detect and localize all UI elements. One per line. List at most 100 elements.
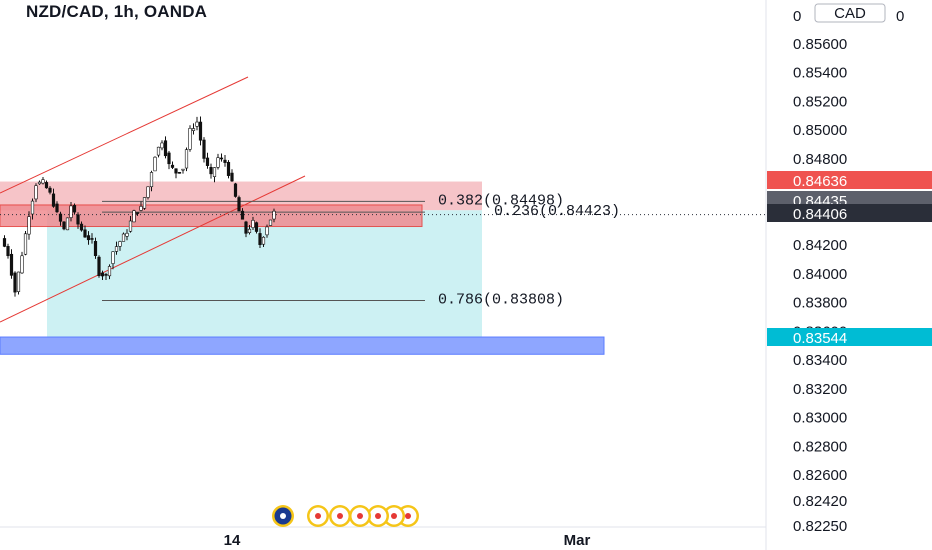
event-icon-mark: [337, 513, 343, 519]
candle-body: [223, 159, 227, 163]
currency-pill-edge-right: 0: [896, 8, 904, 25]
candle-body: [86, 235, 91, 241]
candle-body: [128, 220, 133, 232]
candle-body: [244, 221, 248, 234]
candle-body: [153, 156, 157, 172]
price-axis[interactable]: 0.85600 0.85400 0.85200 0.85000 0.84800 0.842…: [765, 0, 932, 550]
price-tick-label: 0.83800: [793, 295, 847, 312]
candle-body: [212, 167, 217, 177]
fib-label: 0.786(0.83808): [438, 292, 564, 309]
price-tick-label: 0.82420: [793, 493, 847, 510]
canada-flag-icon[interactable]: [349, 505, 371, 527]
candle-body: [251, 219, 255, 228]
currency-selector[interactable]: 0 0 CAD: [790, 3, 908, 25]
candle-body: [142, 197, 147, 209]
fib-label: 0.382(0.84498): [438, 192, 564, 209]
candle-body: [265, 226, 269, 236]
chart-title: NZD/CAD, 1h, OANDA: [26, 2, 208, 21]
candle-body: [107, 266, 112, 277]
entry-band: [0, 204, 423, 228]
event-icon-mark: [375, 513, 381, 519]
event-icon-mark: [315, 513, 321, 519]
candle-body: [55, 203, 59, 213]
candle-body: [254, 222, 259, 232]
price-badge-label: 0.83544: [793, 330, 847, 347]
candle-body: [2, 238, 7, 247]
candle-body: [16, 271, 21, 292]
candle-body: [230, 172, 234, 182]
candle-body: [195, 121, 199, 127]
candle-body: [48, 187, 52, 193]
candle-body: [198, 121, 203, 141]
zones-layer: [0, 181, 605, 355]
price-tick-label: 0.85600: [793, 36, 847, 53]
candle-body: [167, 152, 171, 165]
candle-body: [149, 172, 154, 188]
candle-body: [62, 221, 66, 230]
event-icons[interactable]: [272, 505, 419, 527]
candle-body: [202, 139, 206, 159]
price-tick-label: 0.83000: [793, 410, 847, 427]
price-tick-label: 0.84200: [793, 237, 847, 254]
price-tick-label: 0.85000: [793, 122, 847, 139]
candle-body: [27, 216, 31, 235]
fib-label: 0.236(0.84423): [494, 203, 620, 220]
candle-body: [132, 210, 136, 223]
candle-body: [69, 205, 73, 218]
price-axis-bg[interactable]: [766, 0, 932, 550]
candle-body: [177, 172, 182, 174]
candle-body: [114, 246, 119, 252]
candle-body: [272, 210, 276, 220]
candle-body: [30, 200, 35, 215]
candle-body: [181, 168, 185, 171]
nz-flag-icon[interactable]: [272, 505, 294, 527]
candle-body: [268, 219, 273, 226]
time-tick-label: Mar: [564, 532, 591, 549]
candle-body: [83, 229, 87, 238]
time-axis[interactable]: 14 Mar: [0, 526, 766, 549]
candle-body: [72, 205, 77, 213]
price-tick-label: 0.82600: [793, 467, 847, 484]
candle-body: [219, 157, 224, 160]
candle-body: [23, 233, 28, 255]
currency-pill[interactable]: [814, 3, 886, 23]
price-tick-label: 0.85200: [793, 93, 847, 110]
candle-body: [93, 241, 98, 257]
price-badge: 0.84406: [767, 204, 932, 223]
candle-body: [41, 179, 45, 184]
candle-body: [111, 251, 115, 264]
candle-body: [9, 253, 14, 276]
fib-layer: 0.382(0.84498)0.236(0.84423) 0.786(0.8380…: [102, 192, 620, 309]
candle-body: [65, 217, 70, 231]
canada-flag-icon[interactable]: [307, 505, 329, 527]
candle-body: [118, 241, 122, 247]
candle-body: [191, 128, 196, 131]
canada-flag-icon[interactable]: [383, 505, 405, 527]
target-zone: [47, 210, 482, 339]
currency-label: CAD: [834, 5, 866, 22]
price-badge-label: 0.84406: [793, 206, 847, 223]
candle-body: [13, 272, 17, 293]
price-tick-label: 0.84800: [793, 151, 847, 168]
time-tick-label: 14: [224, 532, 241, 549]
currency-pill-edge-left: 0: [793, 8, 801, 25]
canada-flag-icon[interactable]: [329, 505, 351, 527]
price-badge-label: 0.84636: [793, 173, 847, 190]
candle-body: [125, 232, 129, 237]
candle-body: [34, 185, 38, 200]
candle-body: [188, 128, 192, 150]
candle-body: [58, 213, 63, 222]
upper-channel-line: [0, 76, 249, 194]
price-badge-bg: [767, 328, 932, 346]
candle-body: [174, 168, 178, 174]
channel-lines-layer: [0, 76, 766, 323]
price-tick-label: 0.83200: [793, 381, 847, 398]
candle-body: [44, 182, 49, 189]
canada-flag-icon[interactable]: [367, 505, 389, 527]
price-tick-label: 0.83400: [793, 352, 847, 369]
event-icon-mark: [405, 513, 411, 519]
candle-body: [163, 140, 168, 157]
